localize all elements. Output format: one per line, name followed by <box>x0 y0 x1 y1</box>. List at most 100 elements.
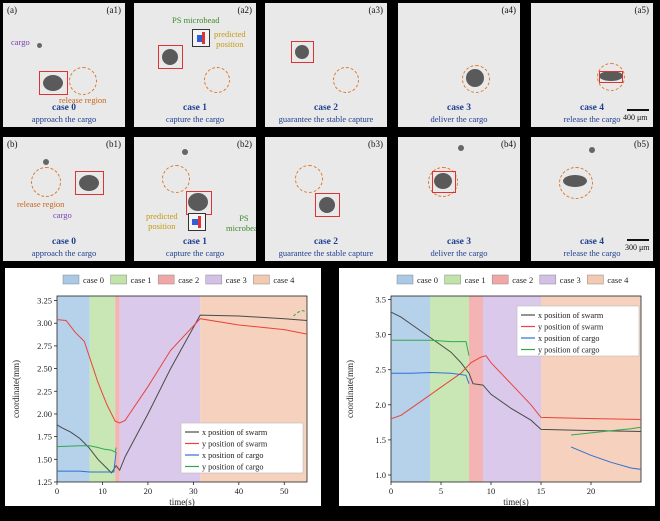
case-desc: approach the cargo <box>31 114 97 124</box>
swarm-box <box>75 171 104 195</box>
cargo-dot <box>37 43 42 48</box>
chart-left-container: 1.25 1.50 1.75 2.00 2.25 2.50 2.75 3.00 3.25 0 10 2… <box>5 268 321 507</box>
series-legend-label: y position of cargo <box>538 346 599 355</box>
phase-band-2 <box>469 296 483 482</box>
x-tick-label: 0 <box>389 486 393 496</box>
swarm-blob <box>79 175 99 191</box>
panel-id: (b5) <box>634 139 649 149</box>
swarm-box <box>158 45 183 69</box>
legend-swatch-case-4 <box>253 274 270 285</box>
microbead-label: PS microbead <box>226 213 256 233</box>
swarm-blob <box>295 45 309 59</box>
legend-label-case-3: case 3 <box>560 275 581 285</box>
panel-id: (a2) <box>237 5 253 15</box>
x-tick-label: 50 <box>280 486 289 496</box>
scale-label: 400 μm <box>623 113 648 122</box>
panel-a5: (a5) case 4 release the cargo 400 μm <box>531 3 653 127</box>
plot-frame <box>390 295 642 483</box>
cargo-label: cargo <box>53 210 72 220</box>
y-axis-label: coordinate(mm) <box>11 360 21 418</box>
release-region-label: release region <box>59 95 107 105</box>
swarm-box <box>432 171 456 193</box>
inset-marker <box>197 35 204 42</box>
swarm-box <box>315 193 340 217</box>
series-legend-label: x position of swarm <box>202 428 268 437</box>
case-desc: capture the cargo <box>165 114 225 124</box>
x-tick-label: 5 <box>439 486 443 496</box>
chart-right-container: 1.0 1.5 2.0 2.5 3.0 3.5 0 5 10 15 20 time(s) coordin… <box>339 268 655 507</box>
panel-id: (b3) <box>368 139 383 149</box>
release-region-label: release region <box>17 199 65 209</box>
legend-label-case-1: case 1 <box>131 275 152 285</box>
legend-swatch-case-1 <box>444 274 461 285</box>
legend-label-case-2: case 2 <box>178 275 199 285</box>
swarm-blob <box>188 193 208 211</box>
series-line-y-position-of-swarm <box>56 318 308 424</box>
series-legend-box <box>516 305 640 357</box>
chart-left: 1.25 1.50 1.75 2.00 2.25 2.50 2.75 3.00 3.25 0 10 2… <box>11 274 308 507</box>
y-tick-label: 2.75 <box>37 341 52 351</box>
release-region-circle <box>31 167 61 197</box>
series-legend-label: y position of swarm <box>538 323 604 332</box>
phase-band-2 <box>115 296 120 482</box>
panel-id: (a5) <box>634 5 650 15</box>
swarm-blob <box>319 197 335 213</box>
series-legend-box <box>180 422 304 474</box>
case-label: case 4 <box>579 237 604 247</box>
y-tick-label: 1.75 <box>37 432 52 442</box>
panel-b5: (b5) case 4 release the cargo 300 μm <box>531 137 653 261</box>
y-tick-label: 2.25 <box>37 386 52 396</box>
case-desc: capture the cargo <box>165 248 225 258</box>
panel-b2: (b2) predicted position PS microbead cas… <box>134 137 256 261</box>
case-label: case 3 <box>446 103 471 113</box>
series-line-y-position-of-swarm <box>390 355 642 420</box>
y-tick-label: 2.50 <box>37 364 52 374</box>
case-desc: guarantee the stable capture <box>278 248 374 258</box>
y-tick-label: 1.25 <box>37 477 52 487</box>
series-legend-label: y position of cargo <box>202 463 263 472</box>
series-legend-label: x position of cargo <box>202 451 263 460</box>
release-region-circle <box>162 165 190 193</box>
phase-band-0 <box>391 296 430 482</box>
x-tick-label: 10 <box>487 486 496 496</box>
panel-id: (b1) <box>106 139 121 149</box>
panel-id: (a3) <box>368 5 384 15</box>
x-tick-label: 0 <box>55 486 59 496</box>
panel-a4: (a4) case 3 deliver the cargo <box>398 3 520 127</box>
panel-b1: (b) (b1) release region cargo case 0 app… <box>3 137 125 261</box>
panel-a3: (a3) case 2 guarantee the stable capture <box>265 3 387 127</box>
inset-predicted <box>192 29 210 47</box>
y-tick-label: 3.00 <box>37 318 52 328</box>
case-label: case 4 <box>579 103 604 113</box>
series-line-x-position-of-swarm <box>390 311 642 432</box>
legend-swatch-case-3 <box>539 274 557 285</box>
panel-id: (a1) <box>106 5 122 15</box>
y-tick-label: 2.5 <box>375 365 386 375</box>
inset-predicted <box>188 213 206 231</box>
inset-marker-red <box>198 216 201 228</box>
case-label: case 2 <box>313 103 338 113</box>
case-label: case 1 <box>182 103 207 113</box>
release-region-circle <box>69 67 97 95</box>
y-tick-label: 3.5 <box>375 295 386 305</box>
y-tick-label: 1.50 <box>37 454 52 464</box>
release-region-circle <box>559 167 593 199</box>
swarm-blob <box>43 75 63 91</box>
x-tick-label: 40 <box>235 486 244 496</box>
series-line-y-position-of-cargo <box>391 339 470 356</box>
panel-b3: (b3) case 2 guarantee the stable capture <box>265 137 387 261</box>
legend-label-case-0: case 0 <box>417 275 438 285</box>
release-region-circle <box>428 167 458 197</box>
legend-label-case-2: case 2 <box>512 275 533 285</box>
x-axis-label: time(s) <box>169 497 195 506</box>
legend-swatch-case-2 <box>491 274 509 285</box>
scale-label: 300 μm <box>625 243 650 252</box>
y-tick-label: 3.25 <box>37 296 52 306</box>
microbead-label: PS microbead <box>172 15 220 25</box>
legend-swatch-case-1 <box>110 274 127 285</box>
panel-a1: (a) (a1) cargo release region case 0 app… <box>3 3 125 127</box>
panel-id: (b4) <box>501 139 516 149</box>
release-region-circle <box>333 67 359 93</box>
release-region-circle <box>597 63 625 91</box>
series-line-cargo_x_late <box>570 446 642 470</box>
